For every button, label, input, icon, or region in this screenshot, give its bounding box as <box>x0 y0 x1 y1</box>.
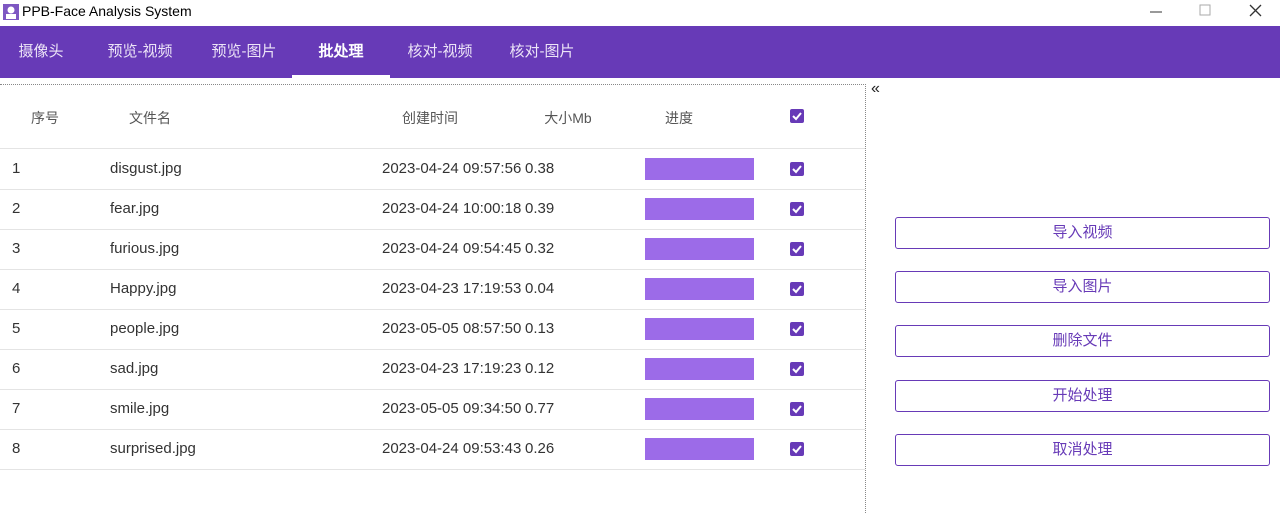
row-index: 6 <box>12 360 21 377</box>
file-table: 序号 文件名 创建时间 大小Mb 进度 1 disgust.jpg 2023-04-24 09… <box>0 84 866 513</box>
progress-bar <box>645 198 754 220</box>
progress-bar <box>645 398 754 420</box>
action-button[interactable]: 导入图片 <box>895 271 1270 303</box>
progress-bar <box>645 158 754 180</box>
column-header: 创建时间 <box>402 110 458 126</box>
action-button[interactable]: 取消处理 <box>895 434 1270 466</box>
row-checkbox[interactable] <box>790 362 804 376</box>
row-index: 5 <box>12 320 21 337</box>
file-size: 0.38 <box>525 160 555 177</box>
created-time: 2023-05-05 08:57:50 <box>382 320 522 337</box>
file-size: 0.13 <box>525 320 555 337</box>
row-checkbox[interactable] <box>790 202 804 216</box>
progress-bar <box>645 358 754 380</box>
file-name: surprised.jpg <box>110 440 196 457</box>
maximize[interactable] <box>1199 4 1211 16</box>
tab[interactable]: 预览-图片 <box>211 43 277 60</box>
checkmark <box>792 445 802 454</box>
file-name: Happy.jpg <box>110 280 177 297</box>
file-size: 0.04 <box>525 280 555 297</box>
file-size: 0.12 <box>525 360 555 377</box>
column-header: 文件名 <box>129 110 171 126</box>
tab[interactable]: 批处理 <box>292 26 390 78</box>
checkmark <box>792 112 802 121</box>
checkmark <box>792 405 802 414</box>
row-checkbox[interactable] <box>790 442 804 456</box>
file-name: people.jpg <box>110 320 180 337</box>
checkmark <box>792 365 802 374</box>
tab[interactable]: 核对-图片 <box>509 43 575 60</box>
file-name: sad.jpg <box>110 360 159 377</box>
created-time: 2023-04-24 09:57:56 <box>382 160 522 177</box>
row-divider <box>0 309 865 310</box>
file-name: smile.jpg <box>110 400 170 417</box>
collapse-button[interactable]: « <box>871 80 880 97</box>
row-checkbox[interactable] <box>790 282 804 296</box>
title-bar: PPB-Face Analysis System <box>0 0 1280 26</box>
close[interactable] <box>1249 4 1262 17</box>
select-all-checkbox[interactable] <box>790 109 804 123</box>
row-index: 4 <box>12 280 21 297</box>
row-divider <box>0 269 865 270</box>
progress-bar <box>645 438 754 460</box>
row-divider <box>0 148 865 149</box>
window-title: PPB-Face Analysis System <box>22 3 192 19</box>
created-time: 2023-04-23 17:19:53 <box>382 280 522 297</box>
row-divider <box>0 429 865 430</box>
created-time: 2023-04-23 17:19:23 <box>382 360 522 377</box>
tab[interactable]: 预览-视频 <box>107 43 173 60</box>
file-name: furious.jpg <box>110 240 180 257</box>
progress-bar <box>645 238 754 260</box>
row-divider <box>0 349 865 350</box>
row-divider <box>0 389 865 390</box>
progress-bar <box>645 278 754 300</box>
row-checkbox[interactable] <box>790 162 804 176</box>
tab[interactable]: 摄像头 <box>18 43 64 60</box>
checkmark <box>792 285 802 294</box>
created-time: 2023-04-24 10:00:18 <box>382 200 522 217</box>
file-size: 0.77 <box>525 400 555 417</box>
file-name: fear.jpg <box>110 200 160 217</box>
row-divider <box>0 469 865 470</box>
column-header: 大小Mb <box>544 110 592 126</box>
file-size: 0.39 <box>525 200 555 217</box>
file-name: disgust.jpg <box>110 160 182 177</box>
row-index: 2 <box>12 200 21 217</box>
file-size: 0.32 <box>525 240 555 257</box>
row-index: 3 <box>12 240 21 257</box>
column-header: 序号 <box>31 110 59 126</box>
file-size: 0.26 <box>525 440 555 457</box>
created-time: 2023-04-24 09:53:43 <box>382 440 522 457</box>
created-time: 2023-04-24 09:54:45 <box>382 240 522 257</box>
created-time: 2023-05-05 09:34:50 <box>382 400 522 417</box>
row-index: 7 <box>12 400 21 417</box>
action-button[interactable]: 删除文件 <box>895 325 1270 357</box>
checkmark <box>792 325 802 334</box>
row-checkbox[interactable] <box>790 402 804 416</box>
row-checkbox[interactable] <box>790 322 804 336</box>
row-checkbox[interactable] <box>790 242 804 256</box>
checkmark <box>792 165 802 174</box>
action-button[interactable]: 导入视频 <box>895 217 1270 249</box>
checkmark <box>792 205 802 214</box>
progress-bar <box>645 318 754 340</box>
row-index: 8 <box>12 440 21 457</box>
column-header: 进度 <box>665 110 693 126</box>
row-index: 1 <box>12 160 21 177</box>
app-icon <box>3 4 19 20</box>
tab-bar: 摄像头 预览-视频 预览-图片 批处理 核对-视频 核对-图片 <box>0 26 1280 78</box>
tab[interactable]: 核对-视频 <box>407 43 473 60</box>
row-divider <box>0 229 865 230</box>
row-divider <box>0 189 865 190</box>
checkmark <box>792 245 802 254</box>
window-controls <box>1150 4 1262 17</box>
action-button[interactable]: 开始处理 <box>895 380 1270 412</box>
